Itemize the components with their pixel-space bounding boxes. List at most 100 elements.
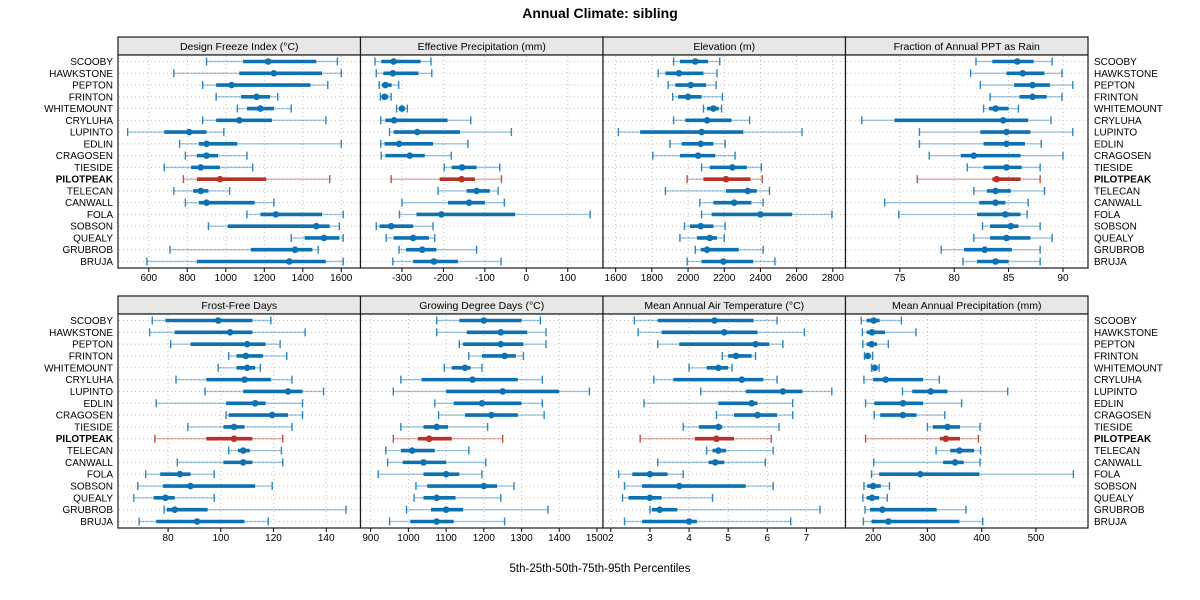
series-edlin — [918, 139, 1042, 148]
median-dot — [187, 482, 194, 490]
panel-strip-title: Growing Degree Days (°C) — [419, 300, 544, 312]
panel-elevation-m: Elevation (m) 1600 1800 2000 2200 2400 2600 280… — [602, 36, 847, 284]
median-dot — [497, 340, 505, 348]
median-dot — [193, 518, 201, 525]
series-cragosen — [652, 151, 736, 160]
median-dot — [488, 411, 495, 419]
panel-design-freeze-index-c: Design Freeze Index (°C) 600 800 1000 1200 14… — [117, 36, 362, 284]
median-dot — [203, 199, 210, 206]
median-dot — [499, 388, 506, 395]
median-dot — [418, 246, 426, 254]
median-dot — [970, 152, 978, 159]
axis-tick-label: 140 — [318, 533, 335, 544]
series-cragosen — [437, 411, 545, 420]
series-cragosen — [873, 411, 946, 420]
panel-fraction-of-annual-ppt-as-rain: Fraction of Annual PPT as Rain 75 80 85 90 — [844, 36, 1089, 284]
series-cryluha — [400, 375, 543, 384]
median-dot — [711, 317, 718, 324]
panel-strip-title: Frost-Free Days — [201, 300, 277, 312]
series-sobson — [207, 222, 341, 231]
median-dot — [230, 435, 238, 443]
axis-tick-label: 80 — [163, 533, 175, 544]
median-dot — [242, 352, 250, 360]
series-quealy — [973, 233, 1053, 242]
site-label-left: SOBSON — [70, 222, 113, 233]
median-dot — [869, 482, 877, 490]
median-dot — [285, 258, 293, 265]
median-dot — [387, 222, 395, 230]
series-fola — [144, 470, 215, 479]
site-label-right: PEPTON — [1094, 340, 1135, 351]
series-telecan — [228, 446, 283, 455]
site-label-right: PILOTPEAK — [1094, 434, 1152, 445]
series-whitemount — [217, 363, 262, 372]
series-pepton — [667, 81, 717, 90]
median-dot — [697, 222, 705, 230]
axis-tick-label: 1400 — [292, 273, 315, 284]
panel-frost-free-days: Frost-Free Days 80 100 120 140 — [117, 295, 362, 544]
series-lupinto — [617, 128, 803, 137]
median-dot — [879, 506, 886, 513]
series-grubrob — [940, 245, 1041, 254]
series-telecan — [935, 446, 982, 455]
site-label-right: CRAGOSEN — [1094, 151, 1151, 162]
site-label-left: GRUBROB — [62, 505, 113, 516]
median-dot — [748, 399, 755, 407]
axis-tick-label: 0 — [524, 273, 530, 284]
site-label-right: HAWKSTONE — [1094, 69, 1158, 80]
series-pepton — [458, 340, 547, 349]
site-label-right: TIESIDE — [1094, 422, 1133, 433]
site-label-right: LUPINTO — [1094, 128, 1137, 139]
series-cryluha — [861, 116, 1052, 125]
median-dot — [720, 258, 727, 265]
site-label-left: FRINTON — [69, 351, 113, 362]
series-tieside — [926, 422, 981, 431]
site-label-left: WHITEMOUNT — [44, 104, 113, 115]
median-dot — [715, 364, 722, 372]
axis-tick-label: 4 — [686, 533, 692, 544]
median-dot — [230, 423, 238, 431]
site-label-left: PEPTON — [72, 340, 113, 351]
series-pilotpeak — [182, 175, 331, 184]
median-dot — [171, 506, 178, 513]
median-dot — [754, 411, 761, 419]
site-label-right: BRUJA — [1094, 517, 1127, 528]
median-dot — [779, 388, 787, 395]
site-label-left: QUEALY — [73, 493, 113, 504]
median-dot — [465, 199, 473, 206]
series-hawkstone — [969, 69, 1063, 78]
series-pilotpeak — [390, 175, 503, 184]
series-pepton — [979, 81, 1074, 90]
site-label-right: CRYLUHA — [1094, 116, 1142, 127]
series-hawkstone — [657, 69, 718, 78]
median-dot — [868, 329, 876, 336]
series-pepton — [862, 340, 890, 349]
series-lupinto — [918, 128, 1074, 137]
series-sobson — [415, 482, 515, 491]
median-dot — [715, 447, 722, 454]
median-dot — [752, 340, 759, 348]
series-lupinto — [392, 387, 591, 396]
series-cragosen — [715, 411, 794, 420]
site-label-left: CRYLUHA — [65, 375, 113, 386]
median-dot — [268, 411, 276, 419]
axis-tick-label: 600 — [140, 273, 157, 284]
median-dot — [942, 435, 950, 443]
median-dot — [291, 246, 299, 254]
median-dot — [458, 175, 465, 183]
site-label-right: CANWALL — [1094, 458, 1142, 469]
series-canwall — [699, 198, 764, 207]
series-pilotpeak — [864, 434, 980, 443]
panel-strip-title: Mean Annual Air Temperature (°C) — [644, 300, 804, 312]
median-dot — [868, 494, 876, 502]
median-dot — [243, 340, 251, 348]
median-dot — [480, 317, 488, 324]
series-canwall — [873, 458, 981, 467]
median-dot — [944, 423, 951, 431]
median-dot — [203, 152, 210, 159]
series-bruja — [392, 257, 502, 266]
site-label-right: GRUBROB — [1094, 245, 1145, 256]
series-cryluha — [672, 116, 751, 125]
axis-tick-label: 5 — [725, 533, 731, 544]
